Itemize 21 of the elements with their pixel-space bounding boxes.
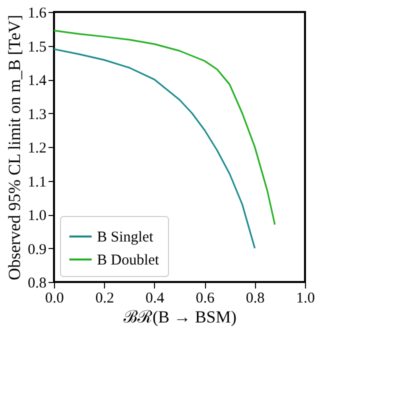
line-series bbox=[53, 30, 276, 226]
y-tick-label: 0.8 bbox=[28, 276, 46, 292]
y-tick-label: 1.3 bbox=[28, 106, 46, 123]
y-tick-label: 1.5 bbox=[28, 39, 46, 56]
line-series bbox=[53, 48, 256, 250]
y-tick-label: 1.2 bbox=[28, 140, 46, 156]
y-tick-label: 1.1 bbox=[28, 174, 46, 190]
x-tick-label: 0.8 bbox=[246, 290, 265, 306]
legend-label: B Doublet bbox=[97, 252, 160, 268]
x-axis-title: ℬℛ(B → BSM) bbox=[123, 308, 237, 326]
x-tick-label: 0.0 bbox=[45, 290, 64, 306]
y-tick-label: 0.9 bbox=[28, 242, 46, 258]
legend-label: B Singlet bbox=[97, 230, 154, 246]
y-axis-title: Observed 95% CL limit on m_B [TeV] bbox=[4, 14, 24, 280]
x-tick-label: 0.4 bbox=[146, 290, 165, 306]
x-tick-label: 0.6 bbox=[196, 290, 215, 306]
x-tick-label: 1.0 bbox=[296, 290, 315, 306]
y-tick-label: 1.4 bbox=[28, 73, 47, 89]
x-tick-label: 0.2 bbox=[95, 290, 114, 306]
y-tick-label: 1.6 bbox=[28, 6, 47, 22]
y-tick-label: 1.0 bbox=[28, 208, 46, 224]
